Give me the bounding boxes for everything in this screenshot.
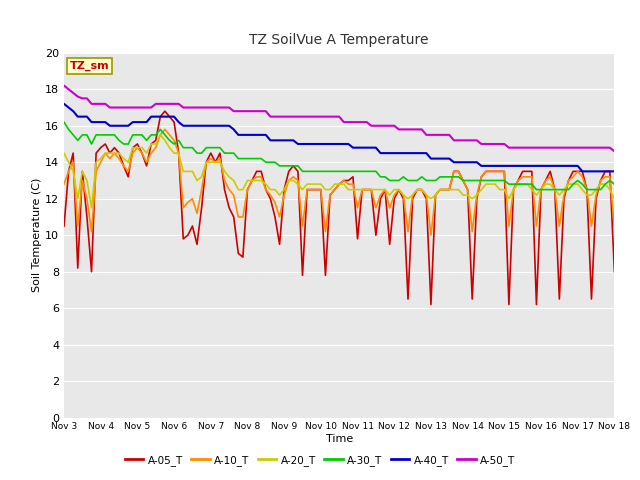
A-10_T bbox=[441, 187, 449, 192]
Line: A-40_T: A-40_T bbox=[64, 104, 614, 171]
A-10_T bbox=[409, 192, 417, 198]
A-30_T bbox=[189, 145, 196, 151]
A-20_T bbox=[303, 181, 311, 187]
A-20_T bbox=[198, 174, 205, 180]
Line: A-30_T: A-30_T bbox=[64, 122, 614, 190]
A-05_T bbox=[115, 150, 123, 156]
A-30_T bbox=[294, 163, 302, 169]
A-20_T bbox=[413, 187, 421, 192]
A-05_T bbox=[299, 273, 307, 278]
A-05_T bbox=[161, 108, 169, 114]
Line: A-50_T: A-50_T bbox=[64, 85, 614, 151]
A-40_T bbox=[189, 123, 196, 129]
A-40_T bbox=[60, 101, 68, 107]
A-05_T bbox=[60, 223, 68, 229]
A-10_T bbox=[161, 127, 169, 132]
A-10_T bbox=[60, 181, 68, 187]
A-50_T bbox=[574, 145, 582, 151]
A-40_T bbox=[579, 168, 586, 174]
A-10_T bbox=[427, 232, 435, 238]
A-50_T bbox=[431, 132, 439, 138]
A-20_T bbox=[60, 150, 68, 156]
A-20_T bbox=[441, 187, 449, 192]
A-30_T bbox=[404, 178, 412, 183]
A-30_T bbox=[431, 178, 439, 183]
Title: TZ SoilVue A Temperature: TZ SoilVue A Temperature bbox=[250, 34, 429, 48]
A-50_T bbox=[189, 105, 196, 110]
A-20_T bbox=[583, 192, 591, 198]
A-40_T bbox=[574, 163, 582, 169]
A-30_T bbox=[60, 119, 68, 125]
A-40_T bbox=[611, 168, 618, 174]
A-05_T bbox=[409, 196, 417, 202]
A-20_T bbox=[156, 132, 164, 138]
Y-axis label: Soil Temperature (C): Soil Temperature (C) bbox=[32, 178, 42, 292]
Text: TZ_sm: TZ_sm bbox=[70, 61, 109, 72]
A-20_T bbox=[120, 156, 127, 161]
A-05_T bbox=[611, 269, 618, 275]
A-10_T bbox=[115, 156, 123, 161]
A-30_T bbox=[611, 181, 618, 187]
Line: A-05_T: A-05_T bbox=[64, 111, 614, 304]
A-05_T bbox=[193, 241, 201, 247]
A-05_T bbox=[441, 187, 449, 192]
A-05_T bbox=[427, 301, 435, 307]
A-20_T bbox=[88, 205, 95, 211]
A-10_T bbox=[583, 187, 591, 192]
A-40_T bbox=[294, 141, 302, 147]
A-50_T bbox=[404, 127, 412, 132]
A-05_T bbox=[583, 187, 591, 192]
A-10_T bbox=[193, 210, 201, 216]
A-50_T bbox=[60, 83, 68, 88]
A-40_T bbox=[404, 150, 412, 156]
A-40_T bbox=[431, 156, 439, 161]
A-50_T bbox=[294, 114, 302, 120]
Line: A-10_T: A-10_T bbox=[64, 130, 614, 235]
A-50_T bbox=[115, 105, 123, 110]
A-30_T bbox=[579, 181, 586, 187]
A-30_T bbox=[532, 187, 540, 192]
A-30_T bbox=[115, 137, 123, 143]
X-axis label: Time: Time bbox=[326, 434, 353, 444]
A-50_T bbox=[611, 148, 618, 154]
A-40_T bbox=[115, 123, 123, 129]
A-10_T bbox=[611, 223, 618, 229]
A-20_T bbox=[611, 196, 618, 202]
Line: A-20_T: A-20_T bbox=[64, 135, 614, 208]
Legend: A-05_T, A-10_T, A-20_T, A-30_T, A-40_T, A-50_T: A-05_T, A-10_T, A-20_T, A-30_T, A-40_T, … bbox=[120, 451, 520, 470]
A-10_T bbox=[299, 223, 307, 229]
